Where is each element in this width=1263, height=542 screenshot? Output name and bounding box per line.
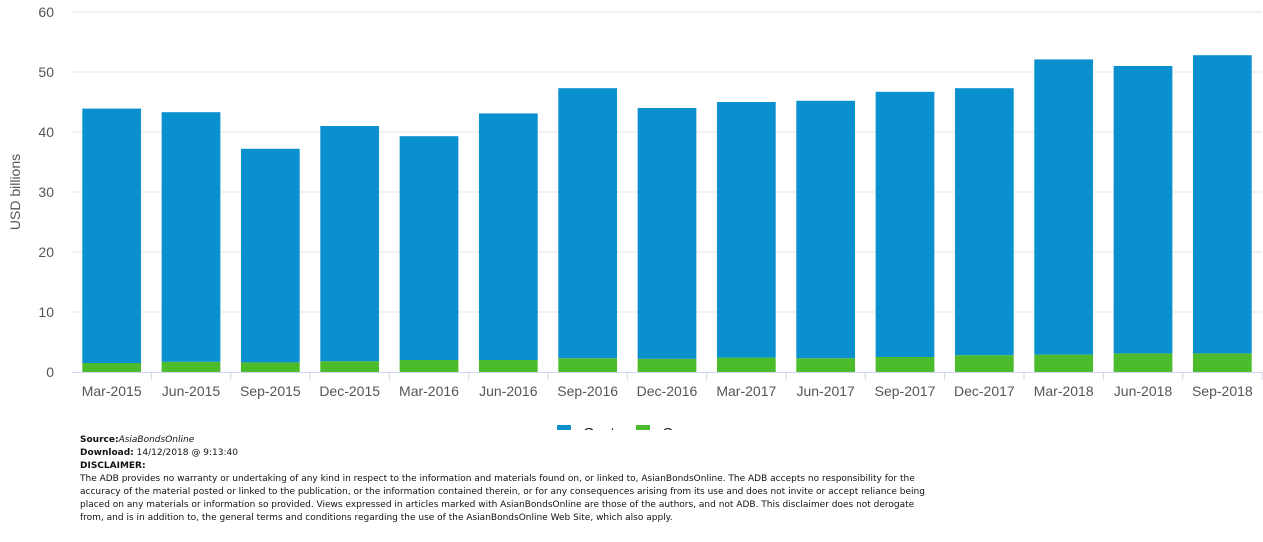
bar-corp	[399, 360, 459, 372]
x-tick-label: Sep-2015	[240, 383, 301, 399]
bars	[82, 55, 1252, 372]
download-label: Download:	[80, 448, 134, 458]
bar-corp	[1034, 354, 1094, 372]
x-tick-label: Jun-2018	[1114, 383, 1173, 399]
y-axis-title: USD billions	[7, 154, 23, 230]
x-tick-label: Mar-2016	[399, 383, 459, 399]
bar-govt	[478, 113, 538, 361]
source-line: Source:AsiaBondsOnline	[80, 434, 1180, 447]
chart-footer: Source:AsiaBondsOnline Download: 14/12/2…	[80, 434, 1180, 525]
bar-govt	[82, 108, 142, 363]
x-tick-label: Dec-2017	[954, 383, 1015, 399]
disclaimer-line-2: accuracy of the material posted or linke…	[80, 487, 925, 497]
y-tick-label: 30	[38, 184, 54, 200]
x-tick-label: Dec-2015	[319, 383, 380, 399]
bar-corp	[478, 360, 538, 372]
x-tick-label: Jun-2015	[162, 383, 221, 399]
y-tick-label: 60	[38, 4, 54, 20]
bar-corp	[320, 361, 380, 372]
disclaimer-line-1: The ADB provides no warranty or undertak…	[80, 474, 915, 484]
x-tick-label: Mar-2018	[1034, 383, 1094, 399]
bar-govt	[875, 91, 935, 358]
legend-label: Corp	[662, 425, 695, 430]
x-tick-label: Mar-2015	[82, 383, 142, 399]
x-tick-label: Sep-2016	[557, 383, 618, 399]
bar-govt	[1034, 59, 1094, 355]
bar-corp	[82, 363, 142, 372]
bar-corp	[558, 358, 618, 372]
bar-corp	[1113, 353, 1173, 372]
bar-corp	[875, 357, 935, 372]
bar-govt	[796, 100, 856, 359]
legend[interactable]: Govt Corp	[557, 425, 695, 430]
x-tick-label: Mar-2017	[716, 383, 776, 399]
download-value: 14/12/2018 @ 9:13:40	[136, 448, 238, 458]
disclaimer-label: DISCLAIMER:	[80, 461, 146, 471]
bar-govt	[161, 112, 221, 362]
bar-corp	[637, 358, 697, 372]
legend-label: Govt	[583, 425, 616, 430]
disclaimer-line-4: from, and is in addition to, the general…	[80, 513, 673, 523]
legend-swatch	[557, 425, 571, 430]
bar-corp	[1192, 353, 1252, 372]
y-tick-label: 0	[46, 364, 54, 380]
legend-item-govt[interactable]: Govt	[557, 425, 616, 430]
source-label: Source:	[80, 435, 119, 445]
bar-corp	[796, 358, 856, 372]
source-value: AsiaBondsOnline	[118, 435, 195, 445]
y-tick-label: 40	[38, 124, 54, 140]
bar-govt	[558, 88, 618, 359]
download-line: Download: 14/12/2018 @ 9:13:40	[80, 447, 1180, 460]
x-axis-ticks: Mar-2015 Jun-2015 Sep-2015 Dec-2015 Mar-2016…	[82, 372, 1263, 399]
y-tick-label: 50	[38, 64, 54, 80]
bar-corp	[716, 357, 776, 372]
y-tick-label: 10	[38, 304, 54, 320]
bar-govt	[1113, 66, 1173, 354]
legend-swatch	[636, 425, 650, 430]
bar-govt	[716, 102, 776, 358]
bar-govt	[954, 88, 1014, 356]
bar-corp	[161, 361, 221, 372]
bar-govt	[399, 136, 459, 360]
y-axis-ticks: 0 10 20 30 40 50 60	[38, 4, 54, 380]
bar-govt	[1192, 55, 1252, 354]
x-tick-label: Sep-2017	[875, 383, 936, 399]
x-tick-label: Jun-2016	[479, 383, 538, 399]
y-tick-label: 20	[38, 244, 54, 260]
x-tick-label: Jun-2017	[796, 383, 855, 399]
bar-govt	[320, 126, 380, 362]
bar-corp	[954, 355, 1014, 372]
bar-corp	[240, 362, 300, 372]
legend-item-corp[interactable]: Corp	[636, 425, 695, 430]
bar-govt	[637, 108, 697, 359]
bar-govt	[240, 148, 300, 363]
bar-chart: 0 10 20 30 40 50 60 USD billions Mar-2015 Jun-2…	[7, 4, 1263, 430]
disclaimer-line-3: placed on any materials or information s…	[80, 500, 915, 510]
x-tick-label: Sep-2018	[1192, 383, 1253, 399]
x-tick-label: Dec-2016	[637, 383, 698, 399]
